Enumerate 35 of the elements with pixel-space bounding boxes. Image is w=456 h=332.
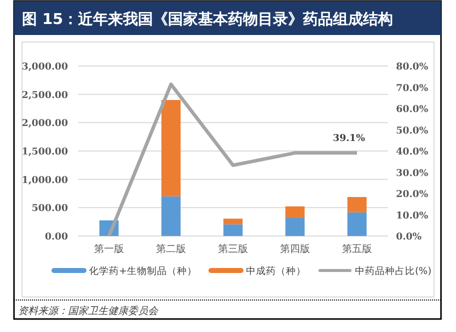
y-tick-label: 1,000.00	[22, 174, 68, 186]
x-tick-label: 第四版	[280, 243, 310, 255]
y2-tick-label: 10.0%	[396, 210, 428, 222]
y2-tick-label: 0.0%	[396, 232, 422, 242]
legend-label: 化学药+生物制品（种）	[89, 265, 197, 277]
bar	[161, 196, 181, 236]
bar	[285, 218, 305, 236]
x-tick-label: 第一版	[94, 243, 124, 255]
data-label: 39.1%	[332, 132, 366, 144]
x-tick-label: 第二版	[156, 243, 186, 255]
y-tick-label: 1,500.00	[22, 146, 68, 158]
y-tick-label: 2,000.00	[22, 118, 68, 130]
y2-tick-label: 60.0%	[396, 104, 428, 115]
bar	[347, 212, 367, 236]
y-tick-label: 0.00	[44, 232, 68, 242]
chart-title: 图 15：近年来我国《国家基本药物目录》药品组成结构	[22, 10, 394, 28]
bar	[347, 197, 367, 212]
bar	[223, 218, 243, 224]
x-tick-label: 第三版	[218, 243, 248, 255]
y2-tick-label: 30.0%	[396, 168, 428, 179]
text: 资料来源：国家卫生健康委员会	[18, 305, 159, 317]
y-tick-label: 2,500.00	[22, 90, 68, 101]
y-tick-label: 3,000.00	[22, 62, 68, 72]
y2-tick-label: 80.0%	[396, 62, 428, 72]
y2-tick-label: 50.0%	[396, 125, 428, 136]
legend-label: 中成药（种）	[246, 265, 306, 277]
y2-tick-label: 40.0%	[396, 146, 428, 158]
bar	[161, 100, 181, 196]
bar	[285, 206, 305, 218]
y2-tick-label: 70.0%	[396, 82, 428, 94]
y2-tick-label: 20.0%	[396, 189, 428, 200]
legend-label: 中药品种占比(%)	[354, 265, 432, 277]
y-tick-label: 500.00	[32, 203, 68, 214]
x-tick-label: 第五版	[342, 243, 372, 255]
bar	[223, 224, 243, 236]
